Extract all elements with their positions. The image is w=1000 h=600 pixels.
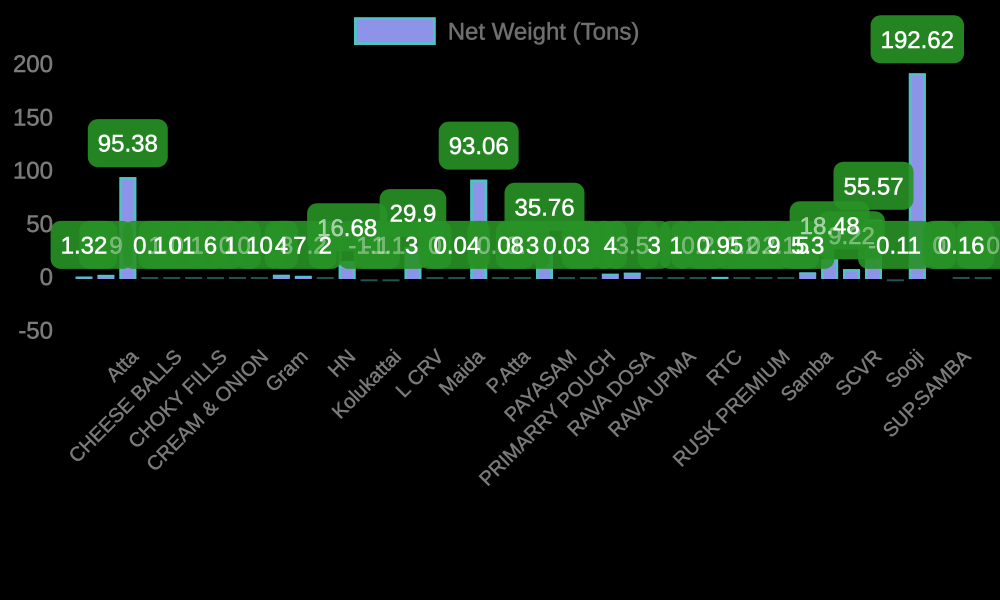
- svg-text:55.57: 55.57: [844, 173, 904, 200]
- svg-text:01: 01: [168, 233, 195, 260]
- svg-text:10: 10: [246, 233, 273, 260]
- svg-text:5.3: 5.3: [791, 233, 824, 260]
- svg-text:6: 6: [204, 233, 217, 260]
- svg-text:Net Weight (Tons): Net Weight (Tons): [448, 19, 640, 46]
- svg-text:0.: 0.: [747, 233, 767, 260]
- svg-text:.: .: [307, 233, 314, 260]
- svg-text:4: 4: [275, 233, 288, 260]
- svg-text:3: 3: [526, 233, 539, 260]
- svg-text:93.06: 93.06: [449, 133, 509, 160]
- svg-text:1.32: 1.32: [61, 233, 108, 260]
- svg-text:35.76: 35.76: [515, 194, 575, 221]
- svg-text:0.03: 0.03: [543, 233, 590, 260]
- svg-text:29.9: 29.9: [390, 201, 437, 228]
- svg-text:0: 0: [219, 233, 232, 260]
- svg-text:0.04: 0.04: [434, 233, 481, 260]
- svg-text:-1.1: -1.1: [364, 233, 405, 260]
- svg-text:95.38: 95.38: [98, 131, 158, 158]
- svg-text:0.: 0.: [506, 233, 526, 260]
- svg-text:150: 150: [13, 104, 53, 131]
- svg-text:1: 1: [669, 233, 682, 260]
- svg-text:-50: -50: [18, 318, 53, 345]
- svg-text:0.: 0.: [477, 233, 497, 260]
- svg-text:9: 9: [767, 233, 780, 260]
- svg-text:3: 3: [648, 233, 661, 260]
- svg-text:2: 2: [313, 233, 326, 260]
- svg-text:-: -: [868, 233, 876, 260]
- svg-text:9: 9: [109, 233, 122, 260]
- svg-text:100: 100: [13, 158, 53, 185]
- svg-text:4: 4: [604, 233, 617, 260]
- svg-text:1: 1: [224, 233, 237, 260]
- svg-text:192.62: 192.62: [881, 27, 954, 54]
- svg-text:.68: .68: [344, 215, 377, 242]
- svg-text:5: 5: [796, 233, 809, 260]
- svg-text:0.2: 0.2: [681, 233, 714, 260]
- svg-text:200: 200: [13, 51, 53, 78]
- svg-text:7: 7: [293, 233, 306, 260]
- svg-text:-1.1: -1.1: [348, 233, 389, 260]
- svg-text:2: 2: [319, 233, 332, 260]
- svg-text:0: 0: [987, 233, 1000, 260]
- svg-text:16: 16: [317, 215, 344, 242]
- svg-text:0.2: 0.2: [725, 233, 758, 260]
- svg-text:2.1: 2.1: [762, 233, 795, 260]
- svg-text:18.: 18.: [800, 213, 833, 240]
- svg-text:0: 0: [933, 233, 946, 260]
- svg-text:0.16: 0.16: [938, 233, 985, 260]
- svg-text:08: 08: [497, 233, 524, 260]
- svg-text:9.22: 9.22: [828, 223, 875, 250]
- svg-text:0.95: 0.95: [697, 233, 744, 260]
- svg-text:3: 3: [405, 233, 418, 260]
- svg-text:48: 48: [833, 213, 860, 240]
- svg-text:0: 0: [238, 233, 251, 260]
- svg-text:0: 0: [428, 233, 441, 260]
- svg-text:1.: 1.: [148, 233, 168, 260]
- svg-text:8: 8: [280, 233, 293, 260]
- svg-text:0.1: 0.1: [170, 233, 203, 260]
- svg-text:3.5: 3.5: [616, 233, 649, 260]
- svg-text:50: 50: [26, 211, 53, 238]
- svg-text:0.1: 0.1: [133, 233, 166, 260]
- svg-text:0: 0: [40, 264, 53, 291]
- svg-text:0.11: 0.11: [876, 233, 921, 260]
